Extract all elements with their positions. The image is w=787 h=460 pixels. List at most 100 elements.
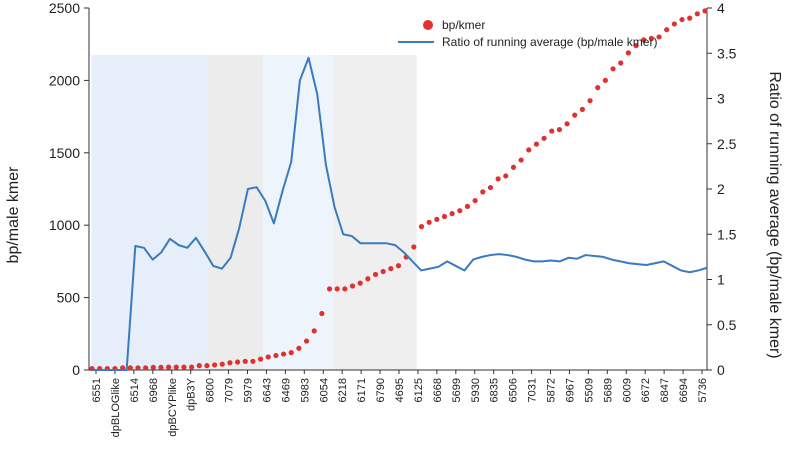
right-tick-label: 0.5 xyxy=(717,317,737,333)
right-tick-label: 1.5 xyxy=(717,226,737,242)
left-tick-label: 500 xyxy=(57,290,81,306)
x-tick-label: 6506 xyxy=(508,378,520,402)
y2-axis-label: Ratio of running average (bp/male kmer) xyxy=(766,71,783,358)
scatter-point xyxy=(273,352,279,359)
x-tick-label: dpBCYPlike xyxy=(167,378,179,437)
axes xyxy=(88,8,708,371)
legend: bp/kmer Ratio of running average (bp/mal… xyxy=(398,18,657,49)
scatter-point xyxy=(212,362,218,368)
left-tick-label: 2500 xyxy=(49,0,80,16)
x-tick-label: 6968 xyxy=(148,378,160,402)
x-tick-label: 6009 xyxy=(621,378,633,402)
scatter-point xyxy=(526,147,532,153)
x-tick-label: 6125 xyxy=(413,378,425,402)
scatter-point xyxy=(326,286,333,292)
x-tick-label: 6469 xyxy=(280,378,292,402)
scatter-point xyxy=(242,358,248,364)
scatter-point xyxy=(457,208,463,214)
background-bands xyxy=(91,55,417,370)
scatter-point xyxy=(135,365,141,371)
x-tick-label: 6643 xyxy=(261,378,273,402)
scatter-point xyxy=(227,360,233,366)
right-tick-label: 2 xyxy=(717,181,725,197)
scatter-point xyxy=(342,286,348,292)
scatter-point xyxy=(265,354,271,360)
legend-line-label: Ratio of running average (bp/male kmer) xyxy=(442,35,657,49)
scatter-point xyxy=(648,35,654,42)
scatter-point xyxy=(464,203,471,209)
background-band-1 xyxy=(91,55,208,370)
scatter-point xyxy=(288,350,294,356)
x-tick-label: 4695 xyxy=(394,378,406,402)
left-tick-label: 1500 xyxy=(49,145,80,161)
scatter-point xyxy=(173,364,179,370)
scatter-point xyxy=(196,363,202,369)
x-tick-label: 6967 xyxy=(564,378,576,402)
scatter-point xyxy=(234,359,241,365)
scatter-point xyxy=(656,34,662,40)
scatter-point xyxy=(549,128,555,134)
scatter-point xyxy=(449,211,455,217)
scatter-point xyxy=(181,364,187,370)
scatter-point xyxy=(372,271,379,278)
scatter-point xyxy=(150,364,156,370)
x-tick-label: 6672 xyxy=(640,378,652,402)
scatter-point xyxy=(204,363,210,369)
right-tick-label: 3.5 xyxy=(717,45,737,61)
scatter-point xyxy=(671,21,677,27)
x-tick-label: 6514 xyxy=(129,378,141,402)
scatter-point xyxy=(143,365,149,371)
scatter-point xyxy=(595,85,601,91)
right-tick-label: 1 xyxy=(717,272,725,288)
scatter-point xyxy=(311,328,317,334)
scatter-point xyxy=(564,121,570,127)
scatter-point xyxy=(625,50,631,56)
scatter-point xyxy=(679,16,685,23)
scatter-point xyxy=(395,263,402,269)
background-band-3 xyxy=(263,55,334,370)
right-tick-label: 4 xyxy=(717,0,725,16)
scatter-point xyxy=(365,276,371,282)
scatter-point xyxy=(158,364,164,370)
scatter-point xyxy=(166,364,172,370)
scatter-point xyxy=(579,106,586,112)
scatter-point xyxy=(487,184,494,191)
scatter-point xyxy=(702,8,708,14)
x-tick-label: 6694 xyxy=(678,378,690,402)
scatter-point xyxy=(533,141,540,147)
scatter-point xyxy=(618,60,624,66)
scatter-point xyxy=(556,127,563,133)
right-axis-ticks: 0 0.5 1 1.5 2 2.5 3 3.5 4 xyxy=(707,0,737,378)
scatter-point xyxy=(411,244,417,250)
x-tick-label: 6171 xyxy=(356,378,368,402)
scatter-point xyxy=(219,361,225,367)
scatter-point xyxy=(349,283,356,289)
scatter-point xyxy=(510,164,517,170)
background-band-2 xyxy=(207,55,264,370)
right-tick-label: 3 xyxy=(717,91,725,107)
right-tick-label: 0 xyxy=(717,362,725,378)
scatter-point xyxy=(434,216,440,223)
scatter-point xyxy=(127,365,133,371)
scatter-point xyxy=(633,43,639,49)
scatter-point xyxy=(189,364,195,370)
x-tick-label: 6551 xyxy=(91,378,103,402)
scatter-point xyxy=(602,77,608,83)
x-tick-label: 5979 xyxy=(243,378,255,402)
scatter-point xyxy=(296,345,302,351)
x-tick-label: 6218 xyxy=(337,378,349,402)
x-tick-label: 5930 xyxy=(470,378,482,402)
scatter-point xyxy=(280,351,287,357)
scatter-point xyxy=(418,224,425,230)
scatter-point xyxy=(441,213,448,220)
scatter-point xyxy=(480,189,486,195)
x-tick-label: 6847 xyxy=(659,378,671,402)
scatter-point xyxy=(610,66,616,72)
y-axis-label: bp/male kmer xyxy=(5,166,22,264)
scatter-point xyxy=(694,11,700,17)
left-axis-ticks: 0 500 1000 1500 2000 2500 xyxy=(49,0,89,378)
scatter-point xyxy=(357,280,363,286)
x-tick-label: 7031 xyxy=(527,378,539,402)
scatter-point xyxy=(495,176,501,182)
